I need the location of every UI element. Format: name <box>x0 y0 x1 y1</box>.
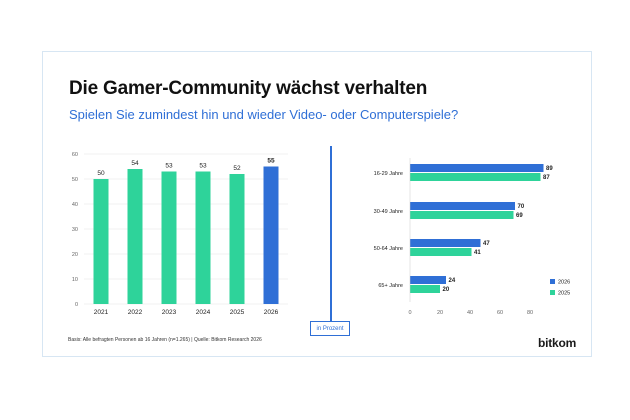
y-tick-label: 40 <box>72 202 78 208</box>
right-hbar-chart: 16-29 Jahre 89 87 30-49 Jahre 70 69 50-64 Jahr… <box>374 158 570 316</box>
x-tick-label: 40 <box>467 310 473 316</box>
data-label: 20 <box>443 287 450 293</box>
left-bar-chart: 0 10 20 30 40 50 60 50 2021 54 2022 53 2023 53 2024 52 2… <box>72 152 288 316</box>
bar-2021 <box>93 179 109 304</box>
chart-subtitle: Spielen Sie zumindest hin und wieder Vid… <box>69 107 459 122</box>
legend-label: 2025 <box>558 291 570 297</box>
x-tick-label: 20 <box>437 310 443 316</box>
y-tick-label: 50 <box>72 177 78 183</box>
bar-2025 <box>229 174 245 304</box>
data-label: 53 <box>165 163 173 170</box>
legend-label: 2026 <box>558 280 570 286</box>
category-label: 65+ Jahre <box>378 283 403 289</box>
y-tick-label: 20 <box>72 252 78 258</box>
data-label: 69 <box>516 213 523 219</box>
source-note: Basis: Alle befragten Personen ab 16 Jah… <box>68 337 262 343</box>
data-label: 54 <box>131 160 139 167</box>
x-tick-label: 2021 <box>94 309 109 316</box>
x-tick-label: 2024 <box>196 309 211 316</box>
bar-2026-1 <box>410 202 515 210</box>
category-label: 50-64 Jahre <box>374 246 403 252</box>
bitkom-logo: bitkom <box>538 336 577 350</box>
data-label: 87 <box>543 175 550 181</box>
bar-2025-0 <box>410 173 541 181</box>
y-tick-label: 30 <box>72 227 78 233</box>
x-tick-label: 2026 <box>264 309 279 316</box>
bar-2022 <box>127 169 143 304</box>
bar-2026-2 <box>410 239 481 247</box>
bar-2026-3 <box>410 276 446 284</box>
data-label: 55 <box>267 158 275 165</box>
data-label: 47 <box>483 241 490 247</box>
data-label: 24 <box>449 278 456 284</box>
data-label: 70 <box>518 204 525 210</box>
data-label: 53 <box>199 163 207 170</box>
y-tick-label: 0 <box>75 302 78 308</box>
bar-2025-1 <box>410 211 514 219</box>
category-label: 30-49 Jahre <box>374 209 403 215</box>
y-tick-label: 60 <box>72 152 78 158</box>
y-tick-label: 10 <box>72 277 78 283</box>
legend-swatch-2026 <box>550 279 555 284</box>
data-label: 41 <box>474 250 481 256</box>
bar-2026 <box>263 166 279 304</box>
category-label: 16-29 Jahre <box>374 171 403 177</box>
legend-swatch-2025 <box>550 290 555 295</box>
chart-title: Die Gamer-Community wächst verhalten <box>69 78 428 99</box>
bar-2024 <box>195 171 211 304</box>
unit-label: in Prozent <box>310 321 350 336</box>
x-tick-label: 60 <box>497 310 503 316</box>
x-tick-label: 0 <box>408 310 411 316</box>
data-label: 89 <box>546 166 553 172</box>
bar-2025-2 <box>410 248 472 256</box>
chart-divider <box>330 146 332 321</box>
data-label: 50 <box>97 170 105 177</box>
bar-2023 <box>161 171 177 304</box>
x-tick-label: 2025 <box>230 309 245 316</box>
x-tick-label: 2022 <box>128 309 143 316</box>
data-label: 52 <box>233 165 241 172</box>
bar-2025-3 <box>410 285 440 293</box>
x-tick-label: 80 <box>527 310 533 316</box>
x-tick-label: 2023 <box>162 309 177 316</box>
bar-2026-0 <box>410 164 544 172</box>
